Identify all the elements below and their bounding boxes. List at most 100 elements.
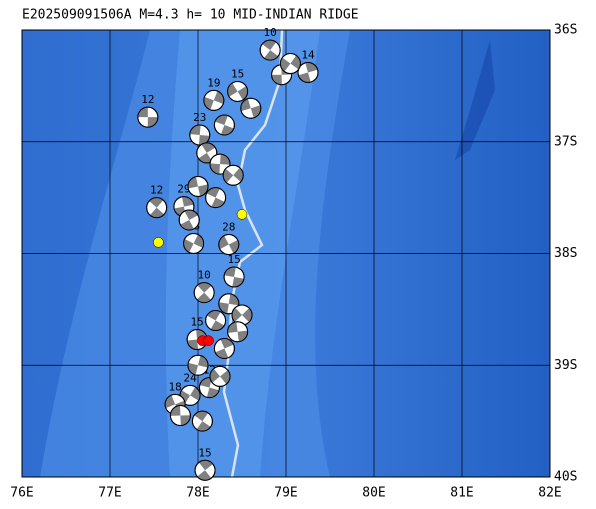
focal-mechanism (146, 197, 168, 219)
beachball-quadrant (233, 167, 244, 182)
focal-mechanism (187, 354, 209, 376)
beachball-quadrant (197, 470, 212, 481)
beachball-quadrant (232, 276, 244, 287)
beachball-quadrant (198, 460, 213, 471)
beachball-outline (279, 53, 301, 75)
x-tick-label: 80E (362, 486, 385, 501)
focal-mechanism (222, 164, 244, 186)
beachball-quadrant (220, 370, 230, 385)
beachball-quadrant (196, 421, 211, 432)
depth-label: 15 (198, 446, 211, 459)
beachball-quadrant (149, 207, 165, 218)
beachball-outline (223, 266, 245, 288)
focal-mechanism (213, 114, 235, 136)
beachball-quadrant (210, 163, 220, 175)
beachball-outline (196, 142, 218, 164)
focal-mechanism (178, 209, 200, 231)
beachball-quadrant (189, 125, 201, 136)
y-tick-label: 39S (554, 358, 577, 373)
beachball-quadrant (198, 152, 213, 163)
beachball-outline (198, 377, 220, 399)
focal-mechanism (218, 234, 240, 256)
beachball-quadrant (228, 240, 239, 254)
beachball-quadrant (237, 86, 248, 100)
beachball-outline (194, 459, 216, 481)
beachball-quadrant (262, 40, 277, 51)
focal-mechanism (137, 106, 159, 128)
focal-mechanism (203, 89, 225, 111)
depth-label: 12 (141, 93, 154, 106)
focal-mechanism (297, 61, 319, 83)
y-tick-label: 37S (554, 134, 577, 149)
beachball-outline (169, 405, 191, 427)
beachball-outline (218, 234, 240, 256)
event-marker (153, 237, 164, 248)
depth-label: 23 (193, 111, 206, 124)
beachball-quadrant (206, 187, 220, 198)
beachball-quadrant (149, 197, 164, 208)
beachball-outline (218, 293, 240, 315)
beachball-quadrant (190, 386, 201, 401)
event-marker (236, 209, 248, 220)
beachball-quadrant (197, 282, 212, 293)
beachball-outline (187, 354, 209, 376)
beachball-quadrant (198, 184, 208, 197)
beachball-quadrant (211, 197, 225, 208)
beachball-quadrant (264, 50, 279, 61)
x-tick-label: 82E (538, 486, 561, 501)
beachball-quadrant (232, 307, 242, 322)
focal-mechanism (240, 97, 262, 119)
beachball-quadrant (187, 339, 199, 350)
beachball-outline (178, 209, 200, 231)
beachball-quadrant (227, 82, 238, 97)
beachball-outline (297, 61, 319, 83)
beachball-quadrant (137, 107, 148, 118)
beachball-quadrant (180, 219, 194, 230)
beachball-quadrant (218, 235, 229, 250)
depth-label: 10 (198, 269, 211, 282)
beachball-quadrant (183, 239, 194, 253)
depth-label: 28 (222, 221, 235, 234)
depth-label: 29 (177, 183, 190, 196)
beachball-quadrant (180, 415, 191, 426)
beachball-quadrant (170, 405, 181, 416)
x-tick-label: 81E (450, 486, 473, 501)
beachball-quadrant (220, 154, 230, 165)
beachball-quadrant (271, 74, 282, 85)
focal-mechanism (189, 124, 211, 146)
beachball-quadrant (218, 302, 229, 314)
beachball-outline (183, 232, 205, 254)
depth-label: 18 (168, 380, 181, 393)
focal-mechanism (218, 293, 240, 315)
focal-mechanism (191, 410, 213, 432)
focal-mechanism (223, 266, 245, 288)
depth-label: 15 (231, 67, 244, 80)
depth-label: 12 (150, 184, 163, 197)
beachball-quadrant (187, 362, 198, 375)
focal-mechanism (279, 53, 301, 75)
focal-mechanism (227, 80, 249, 102)
map-title: E202509091506A M=4.3 h= 10 MID-INDIAN RI… (22, 8, 359, 23)
beachball-quadrant (194, 411, 209, 422)
beachball-quadrant (228, 293, 239, 306)
beachball-outline (203, 89, 225, 111)
x-tick-label: 78E (186, 486, 209, 501)
depth-label: 15 (227, 253, 240, 266)
depth-label: 14 (301, 48, 315, 61)
x-tick-label: 79E (274, 486, 297, 501)
beachball-outline (209, 153, 231, 175)
beachball-quadrant (196, 292, 211, 303)
depth-label: 10 (264, 26, 277, 39)
focal-mechanism (193, 282, 215, 304)
beachball-quadrant (147, 117, 158, 128)
focal-mechanism (169, 405, 191, 427)
focal-mechanism (227, 321, 249, 343)
beachball-quadrant (224, 266, 236, 277)
beachball-outline (227, 321, 249, 343)
beachball-quadrant (206, 310, 221, 321)
focal-mechanism (205, 187, 227, 209)
depth-label: 15 (190, 316, 203, 329)
beachball-quadrant (198, 135, 210, 146)
beachball-quadrant (227, 321, 238, 333)
x-tick-label: 77E (98, 486, 121, 501)
